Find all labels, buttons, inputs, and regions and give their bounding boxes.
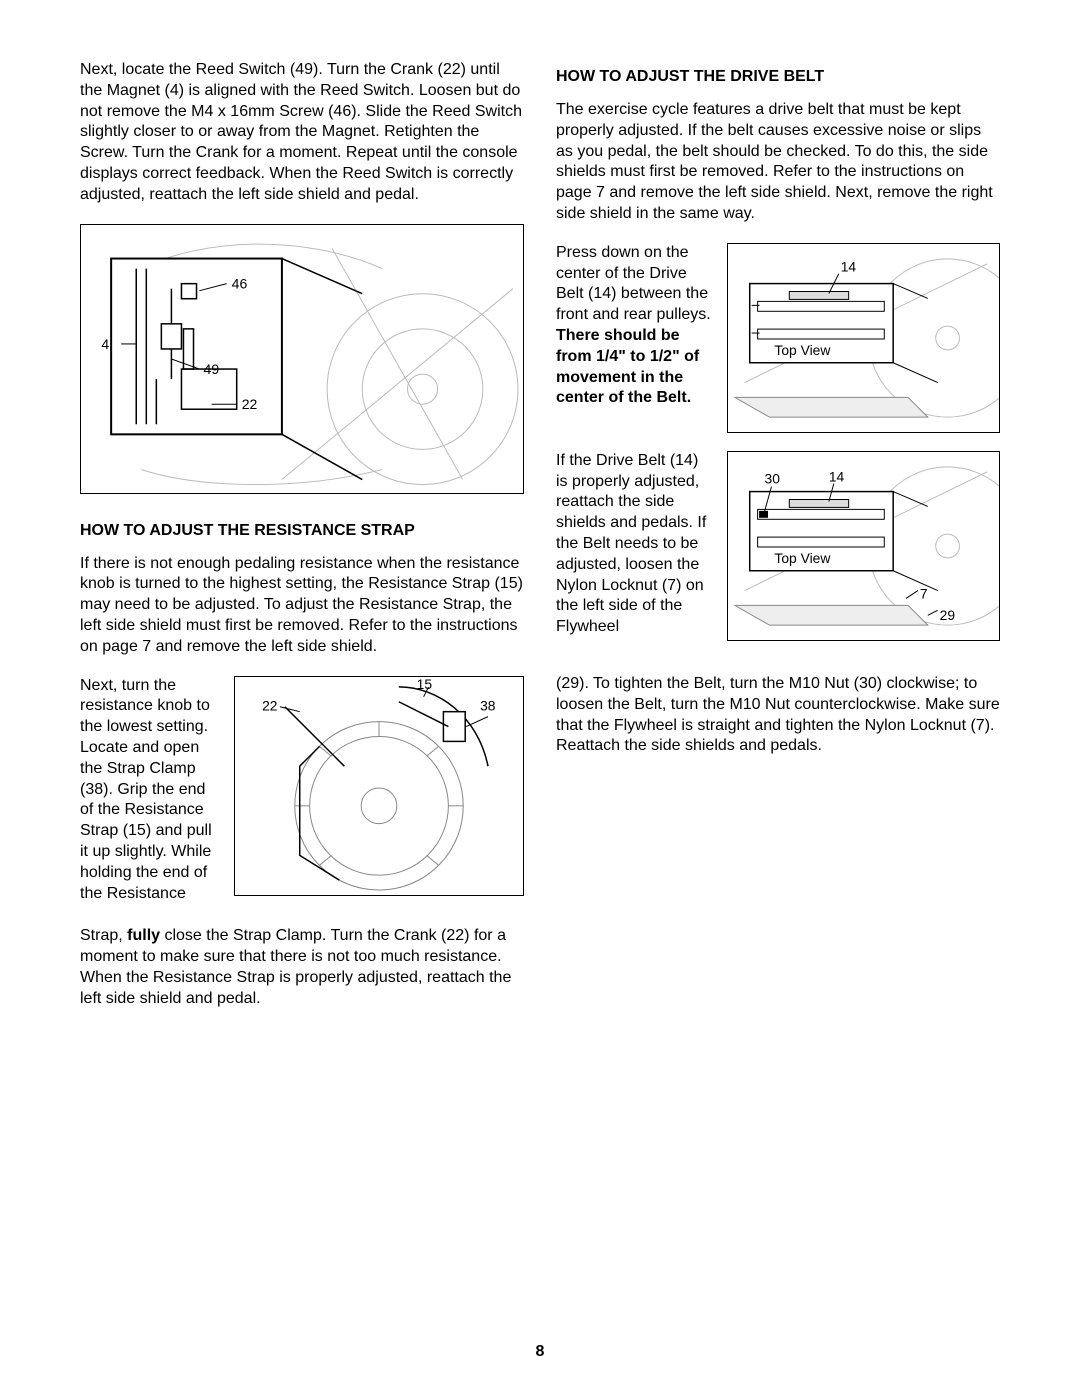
reed-switch-figure: 46 4 49 22 [80, 224, 524, 494]
drive-belt-figure-1: Top View 14 [727, 243, 1000, 433]
drive-belt-adjust: If the Drive Belt (14) is properly adjus… [556, 451, 711, 638]
drive-belt-finish: (29). To tighten the Belt, turn the M10 … [556, 674, 1000, 757]
two-column-layout: Next, locate the Reed Switch (49). Turn … [80, 60, 1000, 1028]
drive-belt-check-row: Press down on the center of the Drive Be… [556, 243, 1000, 433]
resistance-strap-figure: 22 15 38 [234, 676, 524, 896]
drive-belt-intro: The exercise cycle features a drive belt… [556, 100, 1000, 225]
resistance-strap-heading: HOW TO ADJUST THE RESISTANCE STRAP [80, 522, 524, 540]
right-column: HOW TO ADJUST THE DRIVE BELT The exercis… [556, 60, 1000, 1028]
label-46: 46 [232, 275, 248, 291]
resistance-strap-step: Next, turn the resistance knob to the lo… [80, 676, 220, 905]
label-14b: 14 [829, 468, 845, 484]
left-column: Next, locate the Reed Switch (49). Turn … [80, 60, 524, 1028]
label-14a: 14 [841, 258, 857, 274]
drive-belt-press: Press down on the center of the Drive Be… [556, 243, 711, 415]
label-22b: 22 [262, 697, 278, 713]
resistance-strap-continue: Strap, fully close the Strap Clamp. Turn… [80, 926, 524, 1009]
drive-belt-heading: HOW TO ADJUST THE DRIVE BELT [556, 68, 1000, 86]
reed-switch-para: Next, locate the Reed Switch (49). Turn … [80, 60, 524, 206]
resistance-strap-intro: If there is not enough pedaling resistan… [80, 554, 524, 658]
label-15: 15 [417, 677, 433, 692]
label-49: 49 [204, 361, 220, 377]
resistance-strap-row: Next, turn the resistance knob to the lo… [80, 676, 524, 923]
label-30: 30 [765, 470, 781, 486]
topview-label-1: Top View [774, 342, 831, 358]
drive-belt-figure-2: Top View 30 14 7 29 [727, 451, 1000, 641]
page-number: 8 [0, 1343, 1080, 1361]
label-4: 4 [101, 336, 109, 352]
manual-page: Next, locate the Reed Switch (49). Turn … [0, 0, 1080, 1397]
label-29: 29 [940, 607, 956, 623]
drive-belt-adjust-row: If the Drive Belt (14) is properly adjus… [556, 451, 1000, 656]
topview-label-2: Top View [774, 550, 831, 566]
label-22: 22 [242, 396, 258, 412]
label-38: 38 [480, 697, 496, 713]
label-7: 7 [920, 585, 928, 601]
